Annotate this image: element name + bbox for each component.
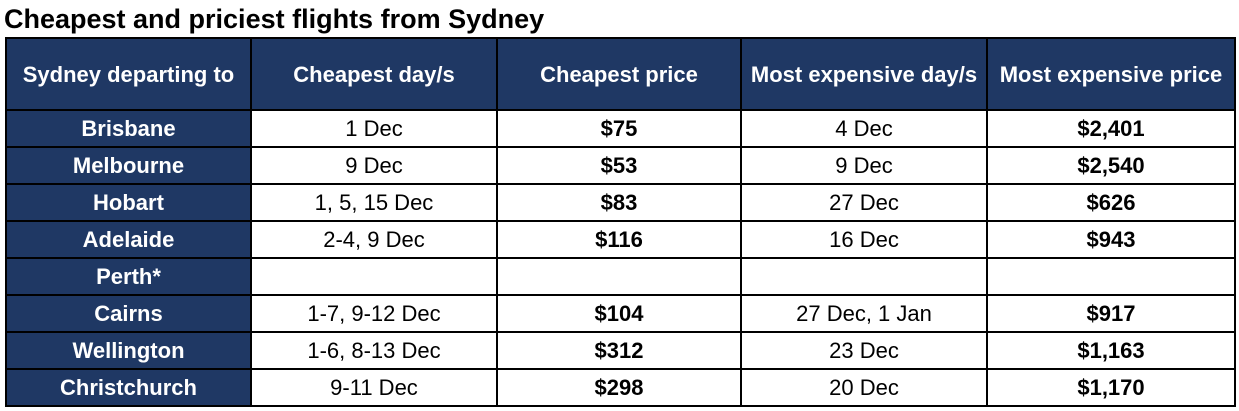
cheapest-days-cell: 1, 5, 15 Dec	[250, 183, 498, 222]
expensive-days-cell: 23 Dec	[740, 331, 988, 370]
expensive-days-cell: 27 Dec, 1 Jan	[740, 294, 988, 333]
cheapest-price-cell: $83	[496, 183, 742, 222]
expensive-price-cell: $1,170	[986, 368, 1236, 407]
row-destination: Perth*	[5, 257, 252, 296]
cheapest-days-cell: 1 Dec	[250, 109, 498, 148]
row-destination: Wellington	[5, 331, 252, 370]
table-row: Perth*	[5, 257, 1236, 296]
expensive-days-cell: 27 Dec	[740, 183, 988, 222]
expensive-days-cell: 20 Dec	[740, 368, 988, 407]
expensive-price-cell: $2,401	[986, 109, 1236, 148]
cheapest-price-cell: $312	[496, 331, 742, 370]
table-row: Hobart 1, 5, 15 Dec $83 27 Dec $626	[5, 183, 1236, 222]
row-destination: Christchurch	[5, 368, 252, 407]
cheapest-days-cell	[250, 257, 498, 296]
cheapest-days-cell: 9 Dec	[250, 146, 498, 185]
row-destination: Hobart	[5, 183, 252, 222]
cheapest-days-cell: 2-4, 9 Dec	[250, 220, 498, 259]
row-destination: Brisbane	[5, 109, 252, 148]
row-destination: Melbourne	[5, 146, 252, 185]
cheapest-days-cell: 1-7, 9-12 Dec	[250, 294, 498, 333]
row-destination: Cairns	[5, 294, 252, 333]
cheapest-price-cell: $104	[496, 294, 742, 333]
table-row: Wellington 1-6, 8-13 Dec $312 23 Dec $1,…	[5, 331, 1236, 370]
column-header-destination: Sydney departing to	[5, 37, 252, 111]
column-header-cheapest-price: Cheapest price	[496, 37, 742, 111]
row-destination: Adelaide	[5, 220, 252, 259]
table-row: Brisbane 1 Dec $75 4 Dec $2,401	[5, 109, 1236, 148]
expensive-days-cell: 16 Dec	[740, 220, 988, 259]
cheapest-price-cell	[496, 257, 742, 296]
table-row: Christchurch 9-11 Dec $298 20 Dec $1,170	[5, 368, 1236, 407]
header-row: Sydney departing to Cheapest day/s Cheap…	[5, 37, 1236, 111]
expensive-price-cell: $2,540	[986, 146, 1236, 185]
flights-table: Sydney departing to Cheapest day/s Cheap…	[5, 37, 1236, 407]
expensive-days-cell: 4 Dec	[740, 109, 988, 148]
cheapest-price-cell: $53	[496, 146, 742, 185]
column-header-expensive-days: Most expensive day/s	[740, 37, 988, 111]
expensive-price-cell: $943	[986, 220, 1236, 259]
cheapest-price-cell: $75	[496, 109, 742, 148]
expensive-days-cell: 9 Dec	[740, 146, 988, 185]
expensive-price-cell: $917	[986, 294, 1236, 333]
table-row: Melbourne 9 Dec $53 9 Dec $2,540	[5, 146, 1236, 185]
cheapest-price-cell: $298	[496, 368, 742, 407]
expensive-days-cell	[740, 257, 988, 296]
cheapest-days-cell: 1-6, 8-13 Dec	[250, 331, 498, 370]
column-header-cheapest-days: Cheapest day/s	[250, 37, 498, 111]
table-row: Cairns 1-7, 9-12 Dec $104 27 Dec, 1 Jan …	[5, 294, 1236, 333]
expensive-price-cell: $626	[986, 183, 1236, 222]
expensive-price-cell	[986, 257, 1236, 296]
cheapest-price-cell: $116	[496, 220, 742, 259]
expensive-price-cell: $1,163	[986, 331, 1236, 370]
table-row: Adelaide 2-4, 9 Dec $116 16 Dec $943	[5, 220, 1236, 259]
page-title: Cheapest and priciest flights from Sydne…	[4, 4, 545, 34]
cheapest-days-cell: 9-11 Dec	[250, 368, 498, 407]
column-header-expensive-price: Most expensive price	[986, 37, 1236, 111]
